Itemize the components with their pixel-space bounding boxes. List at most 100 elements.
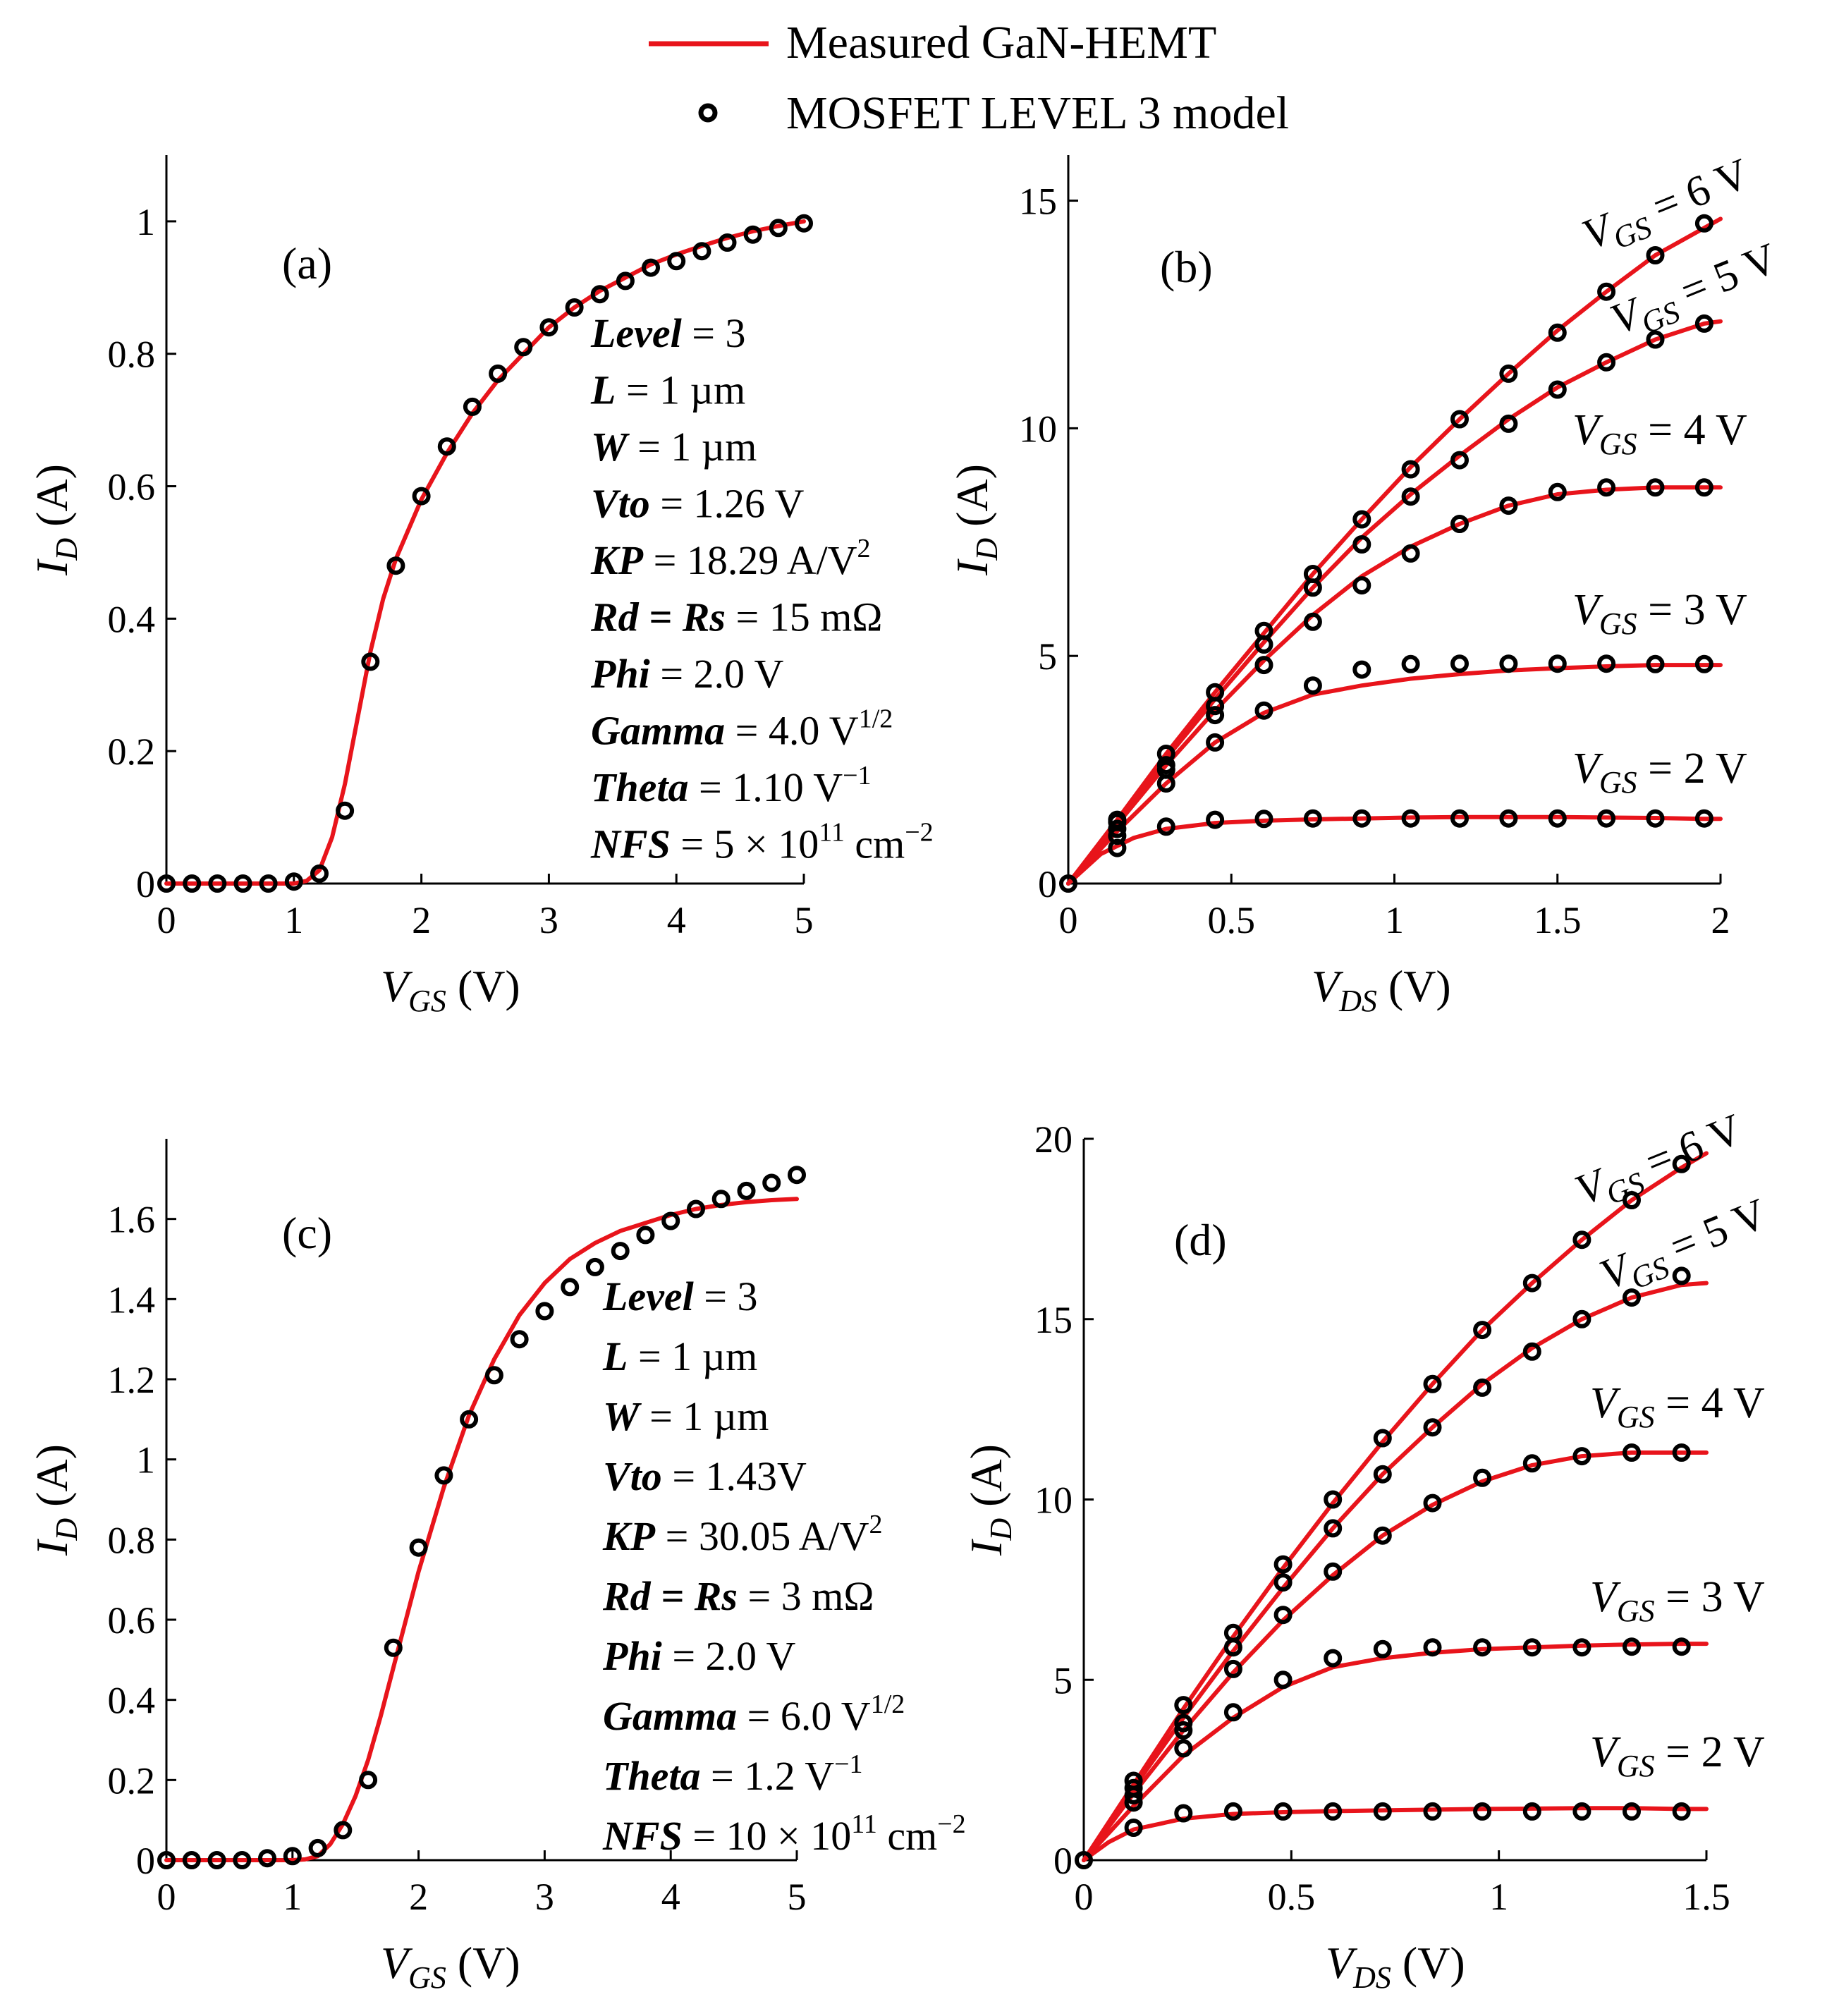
- model-point-b: [1694, 478, 1713, 497]
- model-point-a: [437, 437, 456, 456]
- plot-b: [1059, 214, 1723, 893]
- model-point-a: [412, 487, 431, 506]
- model-point-a: [157, 874, 176, 893]
- x-tick-label-a: 2: [412, 899, 431, 941]
- model-point-b: [1597, 654, 1616, 673]
- chart-panel-d: 0 0.5 1 1.5 0 5 10 15 20 VDS (V) ID (A) (d) VGS = …: [961, 1105, 1773, 1995]
- y-tick-label-c: 0.4: [108, 1680, 156, 1722]
- model-point-d: [1572, 1309, 1591, 1328]
- model-point-a: [514, 338, 533, 357]
- model-point-d: [1423, 1493, 1442, 1513]
- model-point-c: [661, 1211, 680, 1230]
- params-c: Level = 3 L = 1 µm W = 1 µm Vto = 1.43V KP =…: [602, 1273, 966, 1859]
- panel-label-b: (b): [1160, 242, 1213, 292]
- model-point-d: [1373, 1429, 1392, 1448]
- param-a: Vto = 1.26 V: [591, 481, 804, 527]
- model-point-d: [1623, 1288, 1641, 1307]
- model-point-b: [1206, 697, 1225, 716]
- model-point-a: [463, 397, 482, 416]
- model-point-a: [489, 364, 508, 383]
- model-point-d: [1273, 1606, 1293, 1625]
- x-tick-label-c: 3: [535, 1876, 554, 1918]
- model-point-d: [1273, 1555, 1293, 1574]
- model-point-b: [1352, 535, 1371, 554]
- x-tick-label-c: 1: [283, 1876, 302, 1918]
- model-point-a: [183, 874, 202, 893]
- model-point-b: [1401, 809, 1420, 828]
- model-point-c: [258, 1849, 276, 1868]
- model-point-b: [1059, 874, 1077, 893]
- param-c: Gamma = 6.0 V1/2: [603, 1690, 905, 1739]
- x-tick-label-a: 1: [284, 899, 303, 941]
- x-tick-label-b: 0: [1059, 899, 1078, 941]
- model-point-d: [1672, 1266, 1691, 1285]
- model-point-b: [1450, 410, 1469, 429]
- model-point-b: [1646, 246, 1665, 264]
- model-point-a: [565, 298, 584, 317]
- x-axis-label-a: VGS (V): [381, 961, 520, 1018]
- model-point-a: [667, 252, 686, 271]
- chart-panel-a: 0 1 2 3 4 5 0 0.2 0.4 0.6 0.8 1 VGS (V) ID (A) (a) Le…: [27, 155, 934, 1018]
- measured-curve-b-3: [1066, 663, 1723, 886]
- model-point-a: [795, 214, 813, 233]
- y-tick-label-a: 1: [136, 201, 155, 243]
- x-tick-label-b: 0.5: [1208, 899, 1256, 941]
- plot-a: [157, 214, 813, 893]
- x-tick-label-c: 0: [157, 1876, 176, 1918]
- y-tick-label-c: 1.6: [108, 1199, 156, 1241]
- model-point-a: [284, 872, 303, 891]
- model-point-b: [1108, 838, 1127, 857]
- x-axis-label-b: VDS (V): [1312, 961, 1451, 1018]
- panel-label-a: (a): [282, 238, 332, 288]
- model-point-d: [1174, 1721, 1193, 1740]
- model-point-c: [510, 1330, 529, 1349]
- model-point-d: [1423, 1418, 1442, 1437]
- model-point-b: [1694, 214, 1713, 233]
- x-axis-label-c: VGS (V): [381, 1938, 520, 1995]
- y-tick-label-d: 20: [1034, 1118, 1073, 1161]
- model-point-c: [611, 1242, 630, 1261]
- model-point-d: [1223, 1659, 1242, 1678]
- model-point-a: [208, 874, 227, 893]
- param-a: W = 1 µm: [591, 424, 757, 470]
- model-point-d: [1324, 1649, 1343, 1668]
- model-point-a: [361, 652, 380, 671]
- x-tick-label-b: 1.5: [1534, 899, 1582, 941]
- model-point-d: [1522, 1638, 1541, 1657]
- x-tick-label-a: 0: [157, 899, 176, 941]
- model-point-b: [1108, 819, 1127, 838]
- param-a: Level = 3: [590, 310, 746, 356]
- plot-c: [157, 1166, 806, 1869]
- model-point-c: [711, 1190, 731, 1209]
- y-tick-label-a: 0.6: [108, 466, 156, 508]
- curve-label-b: VGS = 4 V: [1572, 406, 1747, 461]
- measured-curve-b-1: [1066, 319, 1723, 886]
- model-point-a: [233, 874, 252, 893]
- x-axis-label-d: VDS (V): [1326, 1938, 1465, 1995]
- model-point-b: [1254, 701, 1273, 720]
- model-point-b: [1254, 810, 1273, 829]
- model-point-d: [1473, 1468, 1492, 1487]
- model-point-b: [1499, 414, 1518, 433]
- model-point-c: [535, 1302, 554, 1321]
- model-point-a: [718, 233, 737, 252]
- model-point-a: [616, 271, 635, 291]
- panel-label-c: (c): [282, 1208, 332, 1258]
- model-point-c: [585, 1257, 604, 1276]
- model-point-d: [1522, 1342, 1541, 1361]
- y-tick-label-d: 5: [1053, 1659, 1073, 1702]
- param-a: Gamma = 4.0 V1/2: [591, 704, 893, 754]
- model-point-d: [1572, 1230, 1591, 1250]
- model-point-d: [1075, 1851, 1093, 1869]
- model-point-a: [692, 242, 711, 261]
- x-tick-label-b: 1: [1385, 899, 1404, 941]
- model-point-b: [1694, 809, 1713, 828]
- param-c: Rd = Rs = 3 mΩ: [602, 1573, 874, 1619]
- model-point-d: [1572, 1638, 1591, 1657]
- model-point-d: [1423, 1638, 1442, 1657]
- model-point-b: [1694, 314, 1713, 333]
- model-point-c: [788, 1166, 806, 1185]
